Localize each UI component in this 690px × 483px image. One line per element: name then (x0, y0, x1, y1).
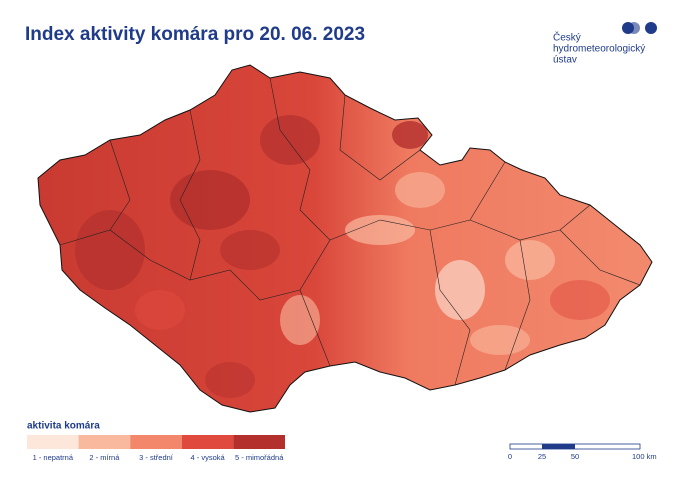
logo-text: ústav (553, 55, 577, 66)
scale-label: 50 (571, 452, 579, 461)
scale-bar: 0 25 50 100 km (508, 443, 657, 461)
region-borders (59, 77, 641, 386)
scale-label: 25 (538, 452, 546, 461)
legend-label: 5 - mimořádná (235, 453, 284, 462)
legend-swatch (130, 435, 182, 449)
legend-swatch (78, 435, 131, 449)
logo-text: hydrometeorologický (553, 44, 645, 55)
legend: aktivita komára 1 - nepatrná 2 - mírná 3 -… (27, 421, 285, 462)
scale-label: 0 (508, 452, 512, 461)
logo-dot (645, 22, 657, 34)
legend-label: 2 - mírná (89, 453, 120, 462)
legend-label: 4 - vysoká (191, 453, 226, 462)
scale-label: 100 km (632, 452, 657, 461)
title: Index aktivity komára pro 20. 06. 2023 (25, 24, 365, 45)
legend-swatch (181, 435, 234, 449)
logo: Český hydrometeorologický ústav (553, 22, 657, 66)
legend-swatch (27, 435, 79, 449)
legend-title: aktivita komára (27, 421, 100, 432)
legend-label: 3 - střední (139, 453, 174, 462)
logo-dot (628, 22, 640, 34)
map-patches (75, 115, 610, 398)
legend-swatch (233, 435, 285, 449)
map (38, 65, 652, 412)
logo-text: Český (553, 31, 581, 44)
legend-label: 1 - nepatrná (33, 453, 74, 462)
scale-segment (542, 444, 575, 449)
